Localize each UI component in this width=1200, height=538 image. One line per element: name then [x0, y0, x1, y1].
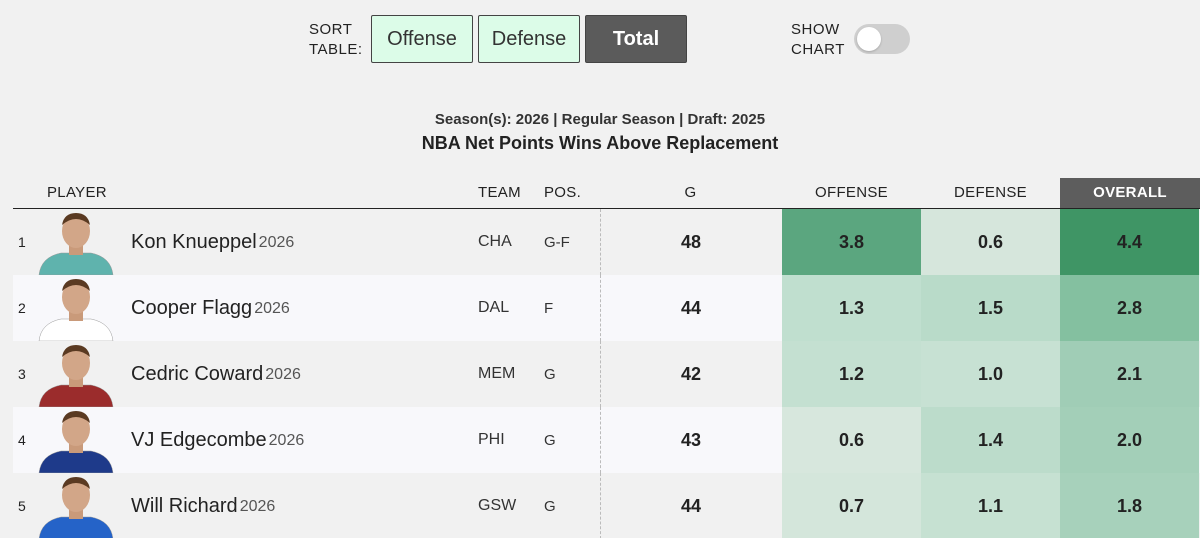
overall-cell: 2.1	[1060, 341, 1199, 407]
team-cell: PHI	[478, 431, 505, 448]
player-name[interactable]: Cooper Flagg	[131, 296, 253, 319]
player-name[interactable]: VJ Edgecombe	[131, 428, 267, 451]
table-subtitle: Season(s): 2026 | Regular Season | Draft…	[434, 111, 766, 128]
defense-cell: 1.5	[921, 275, 1060, 341]
team-cell: GSW	[478, 497, 517, 514]
draft-year: 2026	[268, 432, 305, 449]
toggle-knob	[857, 27, 881, 51]
wins-above-replacement-table: PLAYER TEAM POS. G OFFENSE DEFENSE OVERA…	[13, 178, 1200, 538]
player-name[interactable]: Kon Knueppel	[131, 230, 257, 253]
table-row[interactable]: 4 VJ Edgecombe 2026 PHI G 43 0.6 1.4 2.0	[13, 407, 1200, 473]
rank-cell: 3	[18, 366, 26, 382]
sort-controls: SORT TABLE: Offense Defense Total SHOW C…	[0, 0, 1200, 80]
position-cell: G	[544, 431, 556, 449]
player-headshot-icon	[38, 279, 114, 341]
defense-cell: 1.1	[921, 473, 1060, 538]
rank-cell: 1	[18, 234, 26, 250]
player-headshot-icon	[38, 411, 114, 473]
draft-year: 2026	[265, 366, 301, 383]
team-cell: CHA	[478, 233, 512, 250]
table-row[interactable]: 3 Cedric Coward 2026 MEM G 42 1.2 1.0 2.1	[13, 341, 1200, 407]
team-cell: MEM	[478, 365, 516, 382]
player-headshot-icon	[38, 477, 114, 538]
sort-offense-button[interactable]: Offense	[371, 15, 473, 63]
table-title: NBA Net Points Wins Above Replacement	[421, 133, 779, 153]
defense-cell: 1.4	[921, 407, 1060, 473]
show-chart-label: SHOW CHART	[791, 20, 845, 60]
games-cell: 44	[600, 473, 781, 538]
overall-cell: 2.0	[1060, 407, 1199, 473]
defense-cell: 0.6	[921, 209, 1060, 275]
draft-year: 2026	[258, 234, 295, 251]
player-name-cell[interactable]: Kon Knueppel 2026	[131, 209, 294, 275]
player-photo	[31, 475, 121, 538]
position-cell: F	[544, 299, 554, 317]
draft-year: 2026	[239, 498, 276, 515]
table-row[interactable]: 1 Kon Knueppel 2026 CHA G-F 48 3.8 0.6 4.4	[13, 209, 1200, 275]
player-name-cell[interactable]: Cedric Coward 2026	[131, 341, 301, 407]
offense-cell: 1.2	[782, 341, 921, 407]
chart-label-line1: SHOW	[791, 21, 840, 38]
col-team[interactable]: TEAM	[478, 184, 521, 201]
table-header: PLAYER TEAM POS. G OFFENSE DEFENSE OVERA…	[13, 178, 1200, 209]
player-name[interactable]: Cedric Coward	[131, 362, 264, 385]
col-pos[interactable]: POS.	[544, 184, 582, 201]
draft-year: 2026	[254, 300, 290, 317]
player-photo	[31, 409, 121, 473]
chart-label-line2: CHART	[791, 41, 845, 58]
rank-cell: 2	[18, 300, 26, 316]
sort-total-button[interactable]: Total	[585, 15, 687, 63]
games-cell: 43	[600, 407, 781, 473]
player-photo	[31, 343, 121, 407]
player-headshot-icon	[38, 213, 114, 275]
games-cell: 44	[600, 275, 781, 341]
overall-cell: 2.8	[1060, 275, 1199, 341]
sort-defense-button[interactable]: Defense	[478, 15, 580, 63]
overall-cell: 1.8	[1060, 473, 1199, 538]
offense-cell: 3.8	[782, 209, 921, 275]
col-overall[interactable]: OVERALL	[1060, 178, 1200, 208]
col-player[interactable]: PLAYER	[47, 184, 107, 201]
position-cell: G	[544, 365, 556, 383]
offense-cell: 0.7	[782, 473, 921, 538]
sort-label-line2: TABLE:	[309, 41, 363, 58]
position-cell: G-F	[544, 233, 570, 251]
player-name-cell[interactable]: VJ Edgecombe 2026	[131, 407, 304, 473]
player-name-cell[interactable]: Will Richard 2026	[131, 473, 275, 538]
rank-cell: 4	[18, 432, 26, 448]
col-games[interactable]: G	[684, 184, 697, 201]
table-body: 1 Kon Knueppel 2026 CHA G-F 48 3.8 0.6 4.4 2 Coope…	[13, 209, 1200, 538]
overall-cell: 4.4	[1060, 209, 1199, 275]
table-row[interactable]: 2 Cooper Flagg 2026 DAL F 44 1.3 1.5 2.8	[13, 275, 1200, 341]
player-name-cell[interactable]: Cooper Flagg 2026	[131, 275, 290, 341]
player-photo	[31, 211, 121, 275]
player-headshot-icon	[38, 345, 114, 407]
sort-label-line1: SORT	[309, 21, 353, 38]
player-photo	[31, 277, 121, 341]
col-defense[interactable]: DEFENSE	[954, 184, 1027, 201]
team-cell: DAL	[478, 299, 510, 316]
show-chart-toggle[interactable]	[854, 24, 910, 54]
position-cell: G	[544, 497, 556, 515]
col-offense[interactable]: OFFENSE	[815, 184, 888, 201]
defense-cell: 1.0	[921, 341, 1060, 407]
offense-cell: 0.6	[782, 407, 921, 473]
sort-table-label: SORT TABLE:	[309, 20, 363, 60]
table-row[interactable]: 5 Will Richard 2026 GSW G 44 0.7 1.1 1.8	[13, 473, 1200, 538]
games-cell: 48	[600, 209, 781, 275]
offense-cell: 1.3	[782, 275, 921, 341]
games-cell: 42	[600, 341, 781, 407]
player-name[interactable]: Will Richard	[131, 494, 238, 517]
rank-cell: 5	[18, 498, 26, 514]
